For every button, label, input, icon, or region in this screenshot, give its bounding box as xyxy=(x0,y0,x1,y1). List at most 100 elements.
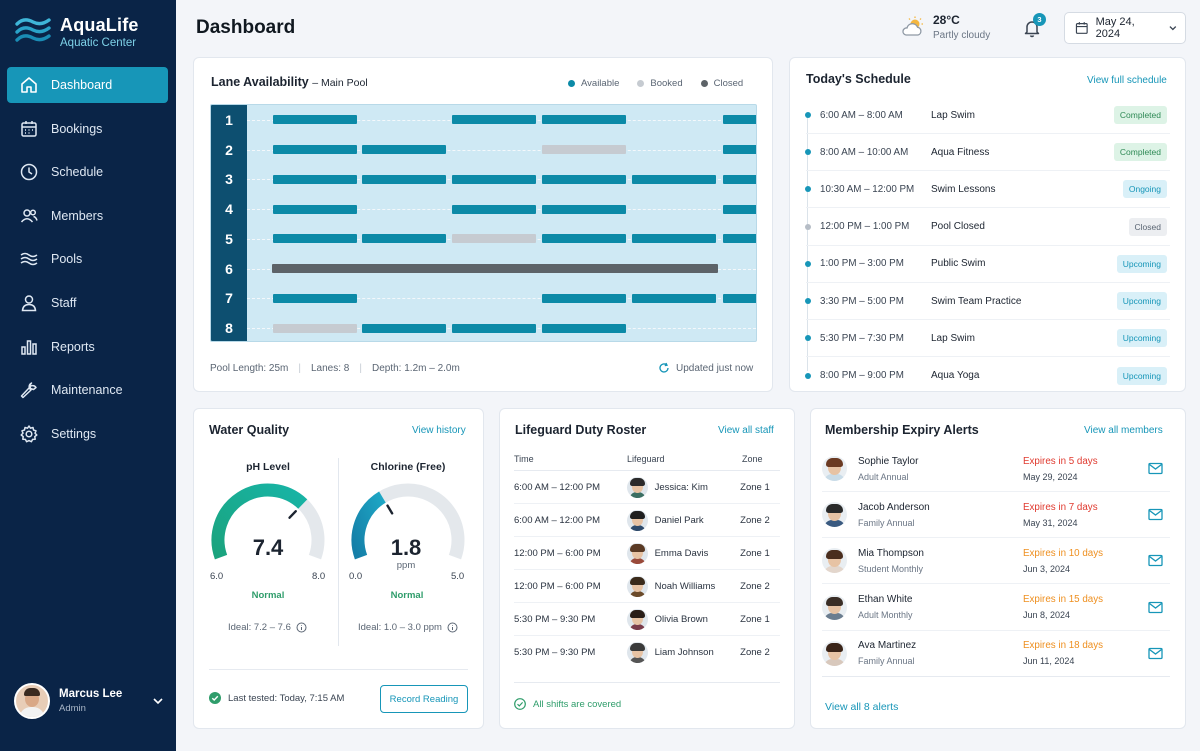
sidebar-item-staff[interactable]: Staff xyxy=(7,285,168,321)
table-row[interactable]: 5:30 PM – 9:30 PM Olivia Brown Zone 1 xyxy=(514,603,780,636)
mail-icon[interactable] xyxy=(1148,647,1163,660)
mail-icon[interactable] xyxy=(1148,554,1163,567)
lane-slot-available[interactable] xyxy=(273,204,357,214)
list-item[interactable]: Ava Martinez Family Annual Expires in 18 d… xyxy=(822,631,1170,677)
sidebar-item-settings[interactable]: Settings xyxy=(7,416,168,452)
schedule-time: 5:30 PM – 7:30 PM xyxy=(820,332,904,344)
date-picker[interactable]: May 24, 2024 xyxy=(1064,12,1186,44)
shift-time: 5:30 PM – 9:30 PM xyxy=(514,647,596,658)
sidebar-item-pools[interactable]: Pools xyxy=(7,241,168,277)
view-history-link[interactable]: View history xyxy=(412,425,466,436)
lane-slot-booked[interactable] xyxy=(542,145,626,155)
list-item[interactable]: Ethan White Adult Monthly Expires in 15 da… xyxy=(822,585,1170,631)
lane-slot-available[interactable] xyxy=(452,115,536,125)
lane-slot-available[interactable] xyxy=(542,323,626,333)
table-row[interactable]: 12:00 PM – 6:00 PM Emma Davis Zone 1 xyxy=(514,537,780,570)
schedule-activity: Aqua Yoga xyxy=(931,370,980,382)
chevron-down-icon[interactable] xyxy=(152,695,164,707)
schedule-item[interactable]: 8:00 PM – 9:00 PM Aqua Yoga Upcoming xyxy=(805,357,1170,394)
lane-slot-available[interactable] xyxy=(723,174,756,184)
schedule-item[interactable]: 5:30 PM – 7:30 PM Lap Swim Upcoming xyxy=(805,320,1170,358)
list-item[interactable]: Sophie Taylor Adult Annual Expires in 5 da… xyxy=(822,446,1170,492)
ph-status: Normal xyxy=(251,590,285,601)
lane-slot-available[interactable] xyxy=(632,293,716,303)
lane-slot-available[interactable] xyxy=(362,234,446,244)
view-all-staff-link[interactable]: View all staff xyxy=(718,425,774,436)
view-all-members-link[interactable]: View all members xyxy=(1084,425,1163,436)
table-row[interactable]: 6:00 AM – 12:00 PM Jessica: Kim Zone 1 xyxy=(514,471,780,504)
schedule-item[interactable]: 8:00 AM – 10:00 AM Aqua Fitness Completed xyxy=(805,134,1170,172)
lane-slot-available[interactable] xyxy=(273,293,357,303)
lane-slot-available[interactable] xyxy=(542,174,626,184)
schedule-item[interactable]: 1:00 PM – 3:00 PM Public Swim Upcoming xyxy=(805,246,1170,283)
mail-icon[interactable] xyxy=(1148,462,1163,475)
lane-number: 7 xyxy=(225,290,233,307)
view-full-schedule-link[interactable]: View full schedule xyxy=(1087,75,1167,86)
roster-title: Lifeguard Duty Roster xyxy=(515,423,647,437)
list-item[interactable]: Mia Thompson Student Monthly Expires in 10… xyxy=(822,538,1170,585)
lane-slot-available[interactable] xyxy=(542,234,626,244)
avatar xyxy=(822,548,847,574)
lane-slot-available[interactable] xyxy=(542,293,626,303)
mail-icon[interactable] xyxy=(1148,508,1163,521)
divider xyxy=(514,470,780,471)
sidebar-item-bookings[interactable]: Bookings xyxy=(7,111,168,147)
lane-slot-available[interactable] xyxy=(452,204,536,214)
schedule-item[interactable]: 6:00 AM – 8:00 AM Lap Swim Completed xyxy=(805,97,1170,134)
lane-slot-available[interactable] xyxy=(452,174,536,184)
lane-slot-available[interactable] xyxy=(273,234,357,244)
lane-slot-available[interactable] xyxy=(723,234,756,244)
lane-slot-available[interactable] xyxy=(723,204,756,214)
lane-slot-closed[interactable] xyxy=(272,264,718,274)
table-row[interactable]: 6:00 AM – 12:00 PM Daniel Park Zone 2 xyxy=(514,504,780,537)
sidebar-item-maintenance[interactable]: Maintenance xyxy=(7,372,168,408)
schedule-item[interactable]: 12:00 PM – 1:00 PM Pool Closed Closed xyxy=(805,209,1170,246)
pool-length: Pool Length: 25m xyxy=(210,363,289,374)
waves-icon xyxy=(20,253,38,266)
lane-slot-available[interactable] xyxy=(723,145,756,155)
table-row[interactable]: 12:00 PM – 6:00 PM Noah Williams Zone 2 xyxy=(514,570,780,603)
status-badge: Ongoing xyxy=(1122,180,1167,199)
lane-slot-available[interactable] xyxy=(542,115,626,125)
lane-slot-available[interactable] xyxy=(542,204,626,214)
lane-slot-booked[interactable] xyxy=(273,323,357,333)
record-reading-button[interactable]: Record Reading xyxy=(380,685,468,713)
lane-slot-available[interactable] xyxy=(632,234,716,244)
mail-icon[interactable] xyxy=(1148,601,1163,614)
selected-date: May 24, 2024 xyxy=(1095,16,1135,40)
sidebar-item-members[interactable]: Members xyxy=(7,198,168,234)
info-icon[interactable] xyxy=(447,622,458,633)
logo[interactable]: AquaLife Aquatic Center xyxy=(14,14,139,50)
schedule-activity: Swim Lessons xyxy=(931,183,996,195)
lane-slot-available[interactable] xyxy=(723,293,756,303)
expiry-countdown: Expires in 15 days xyxy=(1023,594,1104,606)
expiry-countdown: Expires in 7 days xyxy=(1023,501,1098,513)
lane-slot-available[interactable] xyxy=(273,115,357,125)
user-menu[interactable]: Marcus Lee Admin xyxy=(14,683,164,719)
schedule-time: 10:30 AM – 12:00 PM xyxy=(820,183,915,195)
list-item[interactable]: Jacob Anderson Family Annual Expires in 7 … xyxy=(822,492,1170,539)
lane-slot-available[interactable] xyxy=(632,174,716,184)
lane-slot-available[interactable] xyxy=(362,145,446,155)
pool-depth: Depth: 1.2m – 2.0m xyxy=(371,363,460,374)
sidebar-item-label: Dashboard xyxy=(51,78,113,92)
schedule-item[interactable]: 10:30 AM – 12:00 PM Swim Lessons Ongoing xyxy=(805,171,1170,209)
schedule-item[interactable]: 3:30 PM – 5:00 PM Swim Team Practice Upcom… xyxy=(805,283,1170,320)
info-icon[interactable] xyxy=(296,622,307,633)
sidebar-item-reports[interactable]: Reports xyxy=(7,329,168,365)
updated-status[interactable]: Updated just now xyxy=(658,362,753,374)
lane-slot-available[interactable] xyxy=(362,174,446,184)
view-all-alerts-link[interactable]: View all 8 alerts xyxy=(825,701,899,713)
lane-slot-available[interactable] xyxy=(273,145,357,155)
sidebar-item-schedule[interactable]: Schedule xyxy=(7,154,168,190)
table-row[interactable]: 5:30 PM – 9:30 PM Liam Johnson Zone 2 xyxy=(514,636,780,669)
lane-slot-available[interactable] xyxy=(273,174,357,184)
lane-slot-booked[interactable] xyxy=(452,234,536,244)
col-header-time: Time xyxy=(514,454,534,464)
temperature: 28°C xyxy=(933,13,960,27)
lifeguard-name: Olivia Brown xyxy=(654,613,708,625)
sidebar-item-dashboard[interactable]: Dashboard xyxy=(7,67,168,103)
lane-slot-available[interactable] xyxy=(723,115,756,125)
lane-slot-available[interactable] xyxy=(452,323,536,333)
lane-slot-available[interactable] xyxy=(362,323,446,333)
